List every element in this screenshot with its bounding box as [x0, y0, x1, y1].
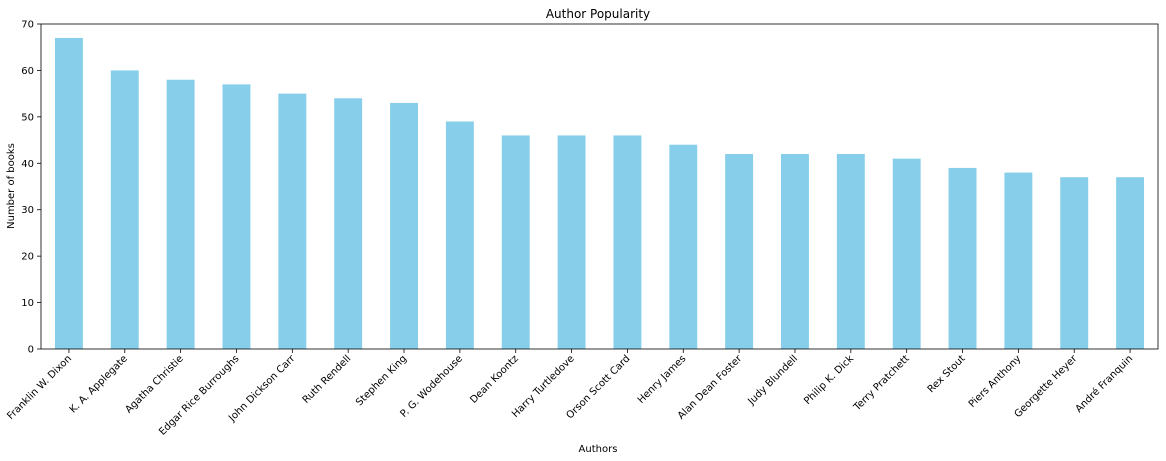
bar-4 — [278, 93, 307, 350]
bar-7 — [445, 121, 474, 349]
bar-17 — [1004, 172, 1033, 349]
plot-frame — [40, 23, 1159, 350]
x-tick-label: Stephen King — [354, 353, 409, 408]
y-axis: 0 10 20 30 40 50 60 70 — [21, 20, 41, 356]
bar-6 — [390, 102, 418, 349]
x-tick-label: Franklin W. Dixon — [5, 353, 74, 422]
x-tick-label: Piers Anthony — [967, 353, 1024, 410]
y-axis-label: Number of books — [6, 143, 17, 229]
chart-title: Author Popularity — [546, 7, 650, 21]
y-tick-label: 60 — [21, 66, 34, 77]
bar-2 — [166, 79, 195, 349]
x-tick-label: Philip K. Dick — [802, 353, 856, 407]
y-tick-label: 20 — [21, 252, 34, 263]
bar-18 — [1060, 177, 1089, 349]
x-tick-label: P. G. Wodehouse — [399, 353, 465, 419]
y-tick-label: 50 — [21, 112, 34, 123]
bar-9 — [557, 135, 586, 349]
bar-14 — [836, 154, 865, 349]
bar-19 — [1116, 177, 1145, 349]
bar-3 — [222, 84, 251, 349]
x-tick-label: Georgette Heyer — [1013, 353, 1080, 420]
bar-5 — [334, 98, 363, 350]
bar-12 — [725, 154, 754, 349]
bar-11 — [669, 144, 698, 349]
x-tick-label: André Franquin — [1073, 353, 1135, 415]
bar-1 — [110, 70, 139, 349]
y-tick-label: 10 — [21, 298, 34, 309]
x-axis-label: Authors — [579, 444, 618, 455]
y-tick-label: 0 — [28, 345, 34, 356]
x-tick-label: Rex Stout — [926, 353, 968, 395]
x-tick-label: Judy Blundell — [746, 353, 801, 408]
bar-10 — [613, 135, 642, 349]
x-tick-label: K. A. Applegate — [68, 353, 130, 415]
x-tick-label: Orson Scott Card — [565, 353, 633, 421]
y-tick-label: 30 — [21, 205, 34, 216]
bar-8 — [501, 135, 530, 349]
x-tick-label: Dean Koontz — [468, 353, 521, 406]
bar-15 — [892, 158, 921, 349]
bar-13 — [781, 154, 809, 349]
bar-0 — [54, 37, 83, 350]
x-tick-label: Agatha Christie — [123, 353, 185, 415]
bar-16 — [948, 167, 977, 349]
x-tick-label: Ruth Rendell — [301, 353, 354, 406]
x-tick-label: Harry Turtledove — [510, 353, 577, 420]
x-tick-label: Henry James — [636, 353, 689, 406]
y-tick-label: 40 — [21, 159, 34, 170]
x-tick-label: Terry Pratchett — [851, 353, 912, 414]
bars-group — [54, 37, 1145, 350]
y-tick-label: 70 — [21, 20, 34, 31]
